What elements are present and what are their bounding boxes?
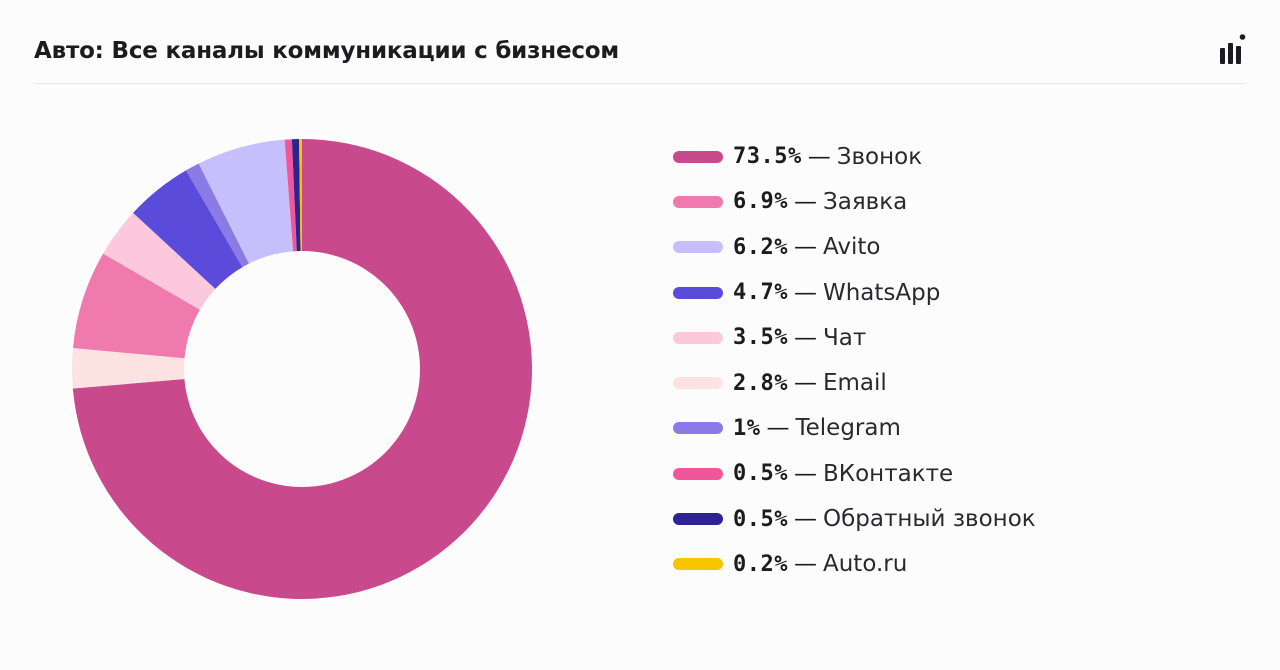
legend-swatch: [673, 286, 723, 299]
legend-label: ВКонтакте: [822, 460, 954, 487]
legend-swatch: [673, 558, 723, 571]
legend-swatch: [673, 467, 723, 480]
legend-value: 4.7%: [733, 280, 788, 306]
legend-item[interactable]: 1% — Telegram: [673, 406, 1036, 451]
chart-legend: 73.5% — Звонок 6.9% — Заявка 6.2% — Avito 4.7% — Wh…: [673, 134, 1036, 587]
legend-label: WhatsApp: [822, 279, 941, 306]
legend-label: Обратный звонок: [822, 506, 1036, 533]
legend-label: Email: [822, 370, 887, 397]
donut-slice-3[interactable]: [103, 212, 216, 310]
donut-slice-5[interactable]: [185, 163, 249, 268]
legend-value: 0.5%: [733, 506, 788, 532]
legend-separator: —: [793, 551, 817, 578]
donut-slice-4[interactable]: [133, 170, 243, 289]
legend-item[interactable]: 3.5% — Чат: [673, 315, 1036, 360]
legend-item[interactable]: 0.2% — Auto.ru: [673, 542, 1036, 587]
donut-slice-0[interactable]: [72, 139, 533, 599]
legend-swatch: [673, 331, 723, 344]
legend-label: Звонок: [836, 143, 923, 170]
legend-separator: —: [793, 324, 817, 351]
legend-item[interactable]: 4.7% — WhatsApp: [673, 270, 1036, 315]
legend-separator: —: [793, 279, 817, 306]
donut-chart: [71, 139, 533, 599]
legend-separator: —: [793, 460, 817, 487]
bar-chart-icon-bar-1: [1220, 48, 1225, 64]
legend-label: Чат: [822, 324, 867, 351]
donut-slice-1[interactable]: [71, 348, 185, 389]
legend-swatch: [673, 513, 723, 526]
chart-header: Авто: Все каналы коммуникации с бизнесом: [34, 30, 1246, 84]
legend-separator: —: [807, 143, 831, 170]
legend-value: 0.5%: [733, 461, 788, 487]
donut-slice-9[interactable]: [299, 139, 302, 252]
legend-label: Auto.ru: [822, 551, 908, 578]
legend-swatch: [673, 150, 723, 163]
legend-value: 6.2%: [733, 234, 788, 260]
legend-value: 2.8%: [733, 370, 788, 396]
legend-item[interactable]: 6.2% — Avito: [673, 225, 1036, 270]
donut-slice-2[interactable]: [72, 253, 200, 359]
legend-value: 3.5%: [733, 325, 788, 351]
legend-item[interactable]: 0.5% — ВКонтакте: [673, 451, 1036, 496]
legend-separator: —: [766, 415, 790, 442]
legend-value: 1%: [733, 415, 761, 441]
legend-label: Avito: [822, 234, 881, 261]
donut-slice-6[interactable]: [198, 139, 294, 264]
bar-chart-icon[interactable]: [1220, 34, 1246, 64]
legend-value: 6.9%: [733, 189, 788, 215]
bar-chart-icon-bar-2: [1228, 43, 1233, 64]
donut-slice-7[interactable]: [284, 139, 297, 252]
legend-item[interactable]: 0.5% — Обратный звонок: [673, 496, 1036, 541]
legend-label: Заявка: [822, 188, 908, 215]
legend-value: 73.5%: [733, 144, 802, 170]
legend-value: 0.2%: [733, 551, 788, 577]
legend-item[interactable]: 73.5% — Звонок: [673, 134, 1036, 179]
chart-title: Авто: Все каналы коммуникации с бизнесом: [34, 38, 619, 64]
legend-swatch: [673, 241, 723, 254]
legend-separator: —: [793, 188, 817, 215]
donut-slice-8[interactable]: [291, 139, 301, 252]
legend-label: Telegram: [795, 415, 901, 442]
bar-chart-icon-bar-3: [1236, 46, 1241, 64]
legend-item[interactable]: 6.9% — Заявка: [673, 179, 1036, 224]
legend-separator: —: [793, 234, 817, 261]
legend-swatch: [673, 377, 723, 390]
legend-swatch: [673, 422, 723, 435]
legend-separator: —: [793, 506, 817, 533]
legend-item[interactable]: 2.8% — Email: [673, 360, 1036, 405]
legend-swatch: [673, 195, 723, 208]
legend-separator: —: [793, 370, 817, 397]
bar-chart-icon-dot: [1239, 34, 1246, 40]
